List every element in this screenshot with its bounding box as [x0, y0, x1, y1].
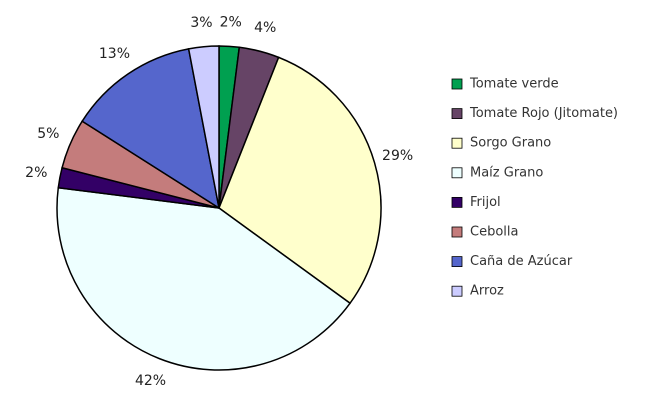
legend-label: Cebolla — [470, 225, 518, 240]
pie-slice — [81, 47, 221, 210]
data-label: 42% — [135, 373, 166, 389]
legend-label: Frijol — [470, 195, 501, 210]
data-label: 3% — [190, 15, 212, 31]
legend-swatch — [451, 78, 463, 90]
legend-swatch — [451, 226, 463, 238]
pie-slice — [218, 56, 382, 305]
data-label: 29% — [382, 148, 413, 164]
data-label: 4% — [254, 20, 276, 36]
pie-slice — [187, 45, 220, 209]
data-label: 2% — [220, 14, 242, 30]
legend-label: Arroz — [470, 284, 504, 299]
legend-swatch — [451, 196, 463, 208]
legend-swatch — [451, 256, 463, 268]
legend-swatch — [451, 137, 463, 149]
legend-label: Maíz Grano — [470, 165, 543, 180]
legend-swatch — [451, 167, 463, 179]
legend-label: Caña de Azúcar — [470, 254, 573, 269]
legend-label: Tomate verde — [469, 77, 559, 92]
data-label: 2% — [25, 165, 47, 181]
legend-swatch — [451, 108, 463, 119]
legend-label: Tomate Rojo (Jitomate) — [469, 106, 618, 121]
legend-swatch — [451, 285, 463, 297]
data-label: 5% — [37, 126, 59, 142]
data-label: 13% — [99, 46, 130, 62]
pie-slice — [56, 186, 352, 371]
legend-label: Sorgo Grano — [470, 136, 551, 151]
